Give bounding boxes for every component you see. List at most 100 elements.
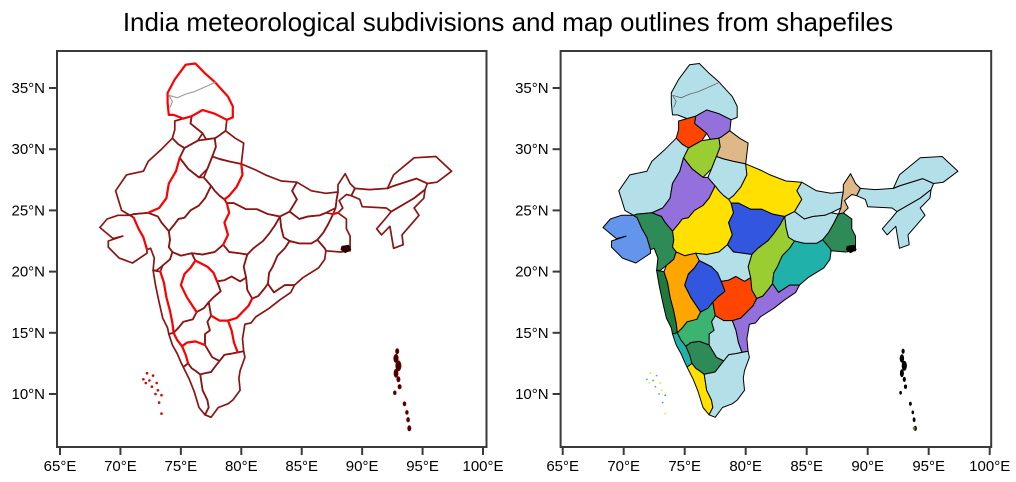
lakshadweep-island-dot <box>144 381 148 385</box>
y-tick-label: 25°N <box>515 202 549 219</box>
region-outline-tamil-nadu <box>199 350 246 419</box>
disputed-boundary-line <box>168 81 217 99</box>
andaman-island <box>407 425 412 432</box>
lakshadweep-island-dot <box>664 394 667 397</box>
rajasthan-divide <box>147 156 181 214</box>
y-tick-label: 20°N <box>11 264 45 281</box>
lakshadweep-island-dot <box>660 389 663 392</box>
andaman-island <box>397 384 402 390</box>
lakshadweep-island-dot <box>150 385 154 389</box>
x-tick-label: 65°E <box>44 458 77 475</box>
region-saurashtra-kutch <box>602 214 651 264</box>
lakshadweep-island-dot <box>652 379 654 382</box>
lakshadweep-island-dot <box>157 401 161 404</box>
andaman-island <box>393 368 399 378</box>
y-tick-label: 10°N <box>11 386 45 403</box>
lakshadweep-island-dot <box>646 378 648 381</box>
andaman-island <box>393 390 397 396</box>
lakshadweep-island-dot <box>155 381 158 385</box>
lakshadweep-island-dot <box>148 379 151 382</box>
lakshadweep-island-dot <box>142 378 145 381</box>
disputed-boundary-line <box>672 81 721 99</box>
x-tick-label: 85°E <box>285 458 318 475</box>
region-naga-mani-mizo-tripura <box>881 189 932 249</box>
y-tick-label: 35°N <box>515 80 549 97</box>
andaman-island <box>911 410 915 415</box>
y-tick-label: 20°N <box>515 264 549 281</box>
region-outline-marathwada <box>180 259 222 313</box>
x-tick-label: 85°E <box>790 458 823 475</box>
map-panels-root: 65°E 70°E 75°E 80°E 85°E 90°E 95°E 100°E 35°N 30°… <box>11 50 1010 475</box>
region-outline-east-madhya-pradesh <box>222 202 281 256</box>
region-outline-west-madhya-pradesh <box>167 185 231 257</box>
x-tick-label: 70°E <box>104 458 137 475</box>
region-subhimalayan-wb-sikkim <box>837 173 861 215</box>
y-tick-label: 10°N <box>515 386 549 403</box>
madhya-pradesh-divide <box>222 202 231 246</box>
y-tick-label: 25°N <box>11 202 45 219</box>
andaman-island <box>909 401 912 406</box>
region-outline-arunachal-pradesh <box>386 155 453 190</box>
filled-panel-map-layer <box>602 63 959 431</box>
y-tick-label: 30°N <box>11 141 45 158</box>
andaman-island <box>395 360 402 372</box>
lakshadweep-island-dot <box>160 393 163 397</box>
region-outline-west-uttar-pradesh <box>202 155 244 201</box>
marathwada-vidarbha-divide <box>194 259 219 283</box>
andaman-island <box>405 410 409 415</box>
filled-panel: 65°E 70°E 75°E 80°E 85°E 90°E 95°E 100°E 35°N 30°… <box>515 50 1010 475</box>
disputed-boundary-branch <box>672 95 677 108</box>
x-tick-label: 80°E <box>729 458 762 475</box>
region-outline-jammu-kashmir-red <box>166 62 234 121</box>
filled-panel-frame <box>559 50 993 448</box>
region-outline-jharkhand <box>279 210 334 245</box>
lakshadweep-island-dot <box>151 374 155 377</box>
region-outline-kerala <box>182 362 210 416</box>
andaman-island <box>901 360 907 371</box>
region-outline-saurashtra-kutch <box>99 214 148 264</box>
region-gangetic-west-bengal <box>822 212 856 253</box>
andaman-island <box>402 401 407 407</box>
x-tick-label: 95°E <box>406 458 439 475</box>
region-odisha <box>772 239 832 293</box>
x-tick-label: 75°E <box>668 458 701 475</box>
region-outline-haryana-delhi <box>178 137 217 179</box>
x-tick-label: 100°E <box>969 458 1010 475</box>
x-tick-label: 70°E <box>607 458 640 475</box>
lakshadweep-island-dot <box>160 412 163 415</box>
andaman-island <box>406 417 410 423</box>
disputed-boundary-branch <box>168 95 174 108</box>
x-tick-label: 80°E <box>225 458 258 475</box>
lakshadweep-island-dot <box>145 371 149 375</box>
andaman-island <box>899 390 902 395</box>
x-tick-label: 90°E <box>851 458 884 475</box>
telangana-coastalap-divide <box>226 297 254 322</box>
lakshadweep-island-dot <box>654 385 657 388</box>
figure-title: India meteorological subdivisions and ma… <box>123 7 893 37</box>
telangana-rayalaseema-divide <box>210 314 230 322</box>
x-tick-label: 100°E <box>462 458 503 475</box>
nicobar-accent-dot <box>912 426 916 430</box>
lakshadweep-island-dot <box>659 382 662 384</box>
gujarat-saurashtra-divide <box>132 216 149 251</box>
region-outline-telangana <box>207 275 254 322</box>
coastal-karnataka-divide <box>172 331 190 365</box>
region-outline-odisha <box>267 238 327 294</box>
lakshadweep-island-dot <box>648 382 651 384</box>
region-tamil-nadu <box>703 350 750 418</box>
andaman-island <box>901 348 905 354</box>
x-tick-label: 90°E <box>346 458 379 475</box>
x-tick-label: 95°E <box>912 458 945 475</box>
andaman-island <box>902 376 906 382</box>
lakshadweep-island-dot <box>154 392 157 396</box>
x-tick-label: 65°E <box>546 458 579 475</box>
region-outline-gangetic-west-bengal <box>316 211 351 253</box>
region-outline-east-rajasthan <box>147 156 212 233</box>
madhyamaha-marathwada-divide <box>179 259 198 314</box>
lakshadweep-island-dot <box>655 374 658 377</box>
andaman-island <box>899 369 904 378</box>
lakshadweep-island-dot <box>664 412 667 415</box>
konkan-inner-divide <box>159 270 175 334</box>
